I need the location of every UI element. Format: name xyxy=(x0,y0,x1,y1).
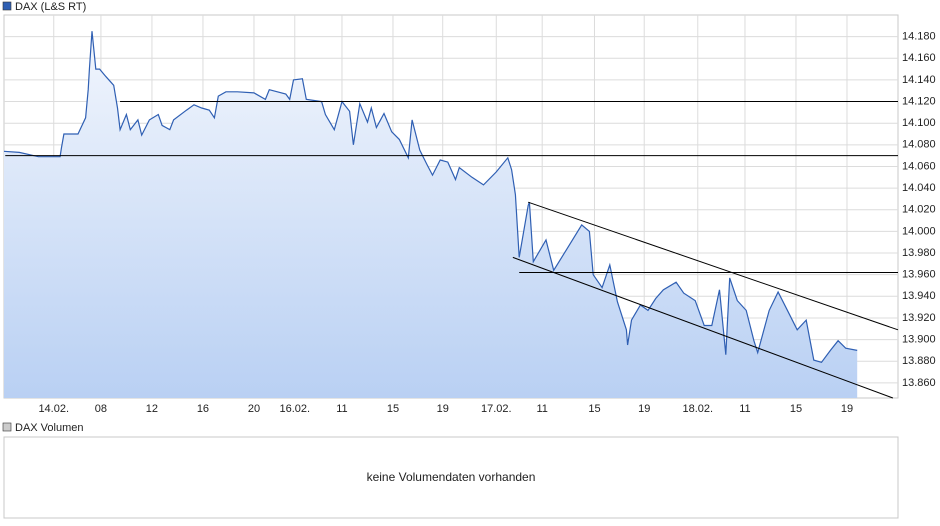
x-tick-label: 19 xyxy=(841,403,853,415)
volume-frame xyxy=(3,436,899,519)
y-tick-label: 14.160 xyxy=(902,52,936,64)
y-tick-label: 14.180 xyxy=(902,31,936,43)
y-tick-label: 13.900 xyxy=(902,333,936,345)
y-tick-label: 13.940 xyxy=(902,290,936,302)
y-tick-label: 14.100 xyxy=(902,117,936,129)
y-tick-label: 14.140 xyxy=(902,74,936,86)
x-tick-label: 15 xyxy=(790,403,802,415)
x-tick-label: 16 xyxy=(197,403,209,415)
y-tick-label: 14.060 xyxy=(902,160,936,172)
x-tick-label: 11 xyxy=(336,403,347,415)
y-tick-label: 13.880 xyxy=(902,355,936,367)
x-tick-label: 12 xyxy=(146,403,158,415)
y-tick-label: 13.980 xyxy=(902,247,936,259)
y-tick-label: 14.020 xyxy=(902,204,936,216)
x-tick-label: 15 xyxy=(387,403,399,415)
x-tick-label: 08 xyxy=(95,403,107,415)
y-tick-label: 14.000 xyxy=(902,225,936,237)
x-tick-label: 14.02. xyxy=(38,403,69,415)
volume-legend-swatch xyxy=(2,422,12,432)
volume-message: keine Volumendaten vorhanden xyxy=(367,470,536,484)
x-tick-label: 19 xyxy=(437,403,449,415)
y-tick-label: 13.920 xyxy=(902,312,936,324)
x-tick-label: 17.02. xyxy=(481,403,512,415)
y-tick-label: 13.960 xyxy=(902,269,936,281)
x-tick-label: 16.02. xyxy=(279,403,310,415)
price-line xyxy=(3,31,858,363)
trend-line xyxy=(512,256,894,399)
legend-swatch xyxy=(2,1,12,11)
y-tick-label: 14.080 xyxy=(902,139,936,151)
x-tick-label: 11 xyxy=(536,403,547,415)
x-tick-label: 11 xyxy=(739,403,750,415)
legend-label: DAX (L&S RT) xyxy=(15,1,86,13)
volume-legend-label: DAX Volumen xyxy=(15,422,83,434)
y-tick-label: 14.040 xyxy=(902,182,936,194)
x-tick-label: 15 xyxy=(588,403,600,415)
y-tick-label: 14.120 xyxy=(902,95,936,107)
y-tick-label: 13.860 xyxy=(902,377,936,389)
x-tick-label: 19 xyxy=(638,403,650,415)
x-tick-label: 20 xyxy=(248,403,260,415)
x-tick-label: 18.02. xyxy=(682,403,713,415)
trend-line xyxy=(527,201,899,331)
area xyxy=(4,31,858,398)
